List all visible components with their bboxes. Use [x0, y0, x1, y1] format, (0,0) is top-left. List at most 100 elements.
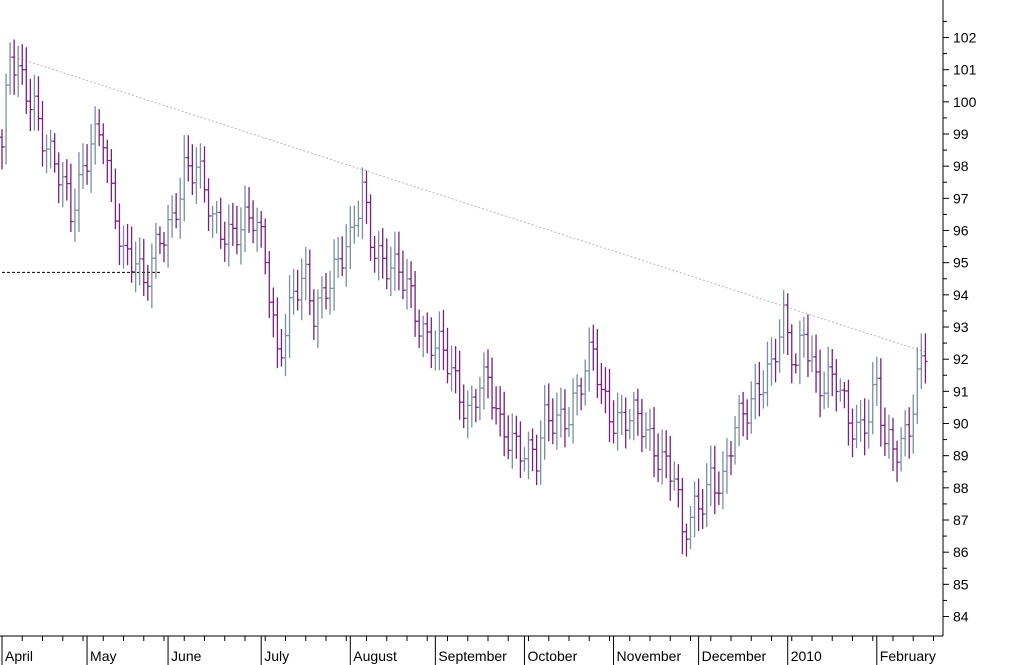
y-tick-label: 93 — [953, 319, 969, 335]
ohlc-bar — [891, 417, 895, 472]
x-tick-label: July — [264, 648, 289, 664]
ohlc-bar — [607, 368, 612, 443]
ohlc-bar — [895, 440, 900, 482]
ohlc-bar — [20, 44, 25, 85]
x-tick-label: April — [5, 648, 33, 664]
ohlc-bar — [109, 149, 114, 203]
ohlc-bar — [652, 407, 657, 478]
price-bars — [0, 39, 928, 557]
ohlc-bar — [409, 261, 414, 309]
ohlc-bar — [781, 290, 786, 354]
ohlc-bar — [862, 398, 867, 456]
ohlc-bar — [417, 309, 422, 349]
ohlc-bar — [303, 246, 308, 301]
ohlc-bar — [4, 73, 9, 165]
ohlc-bar — [234, 205, 239, 255]
ohlc-bar — [259, 210, 264, 248]
x-tick-label: June — [171, 648, 202, 664]
ohlc-bar — [635, 388, 640, 436]
ohlc-bar — [583, 359, 588, 406]
ohlc-bar — [348, 205, 353, 269]
ohlc-bar — [842, 381, 847, 409]
ohlc-bar — [789, 324, 794, 384]
ohlc-bar — [182, 135, 187, 222]
ohlc-bar — [558, 387, 563, 438]
x-axis-ticks: April May June July August September October No… — [1, 636, 936, 665]
ohlc-bar — [340, 236, 345, 277]
x-tick-label: August — [353, 648, 397, 664]
y-tick-label: 84 — [953, 609, 969, 625]
ohlc-bar — [623, 397, 628, 449]
ohlc-bar — [64, 159, 69, 201]
ohlc-bar — [716, 471, 721, 506]
ohlc-bar — [170, 195, 175, 238]
ohlc-bar — [145, 264, 150, 301]
ohlc-bar — [101, 123, 106, 165]
ohlc-bar — [729, 440, 733, 476]
ohlc-bar — [251, 200, 256, 244]
x-tick-label: February — [880, 648, 936, 664]
ohlc-bar — [287, 275, 292, 358]
ohlc-bar — [364, 170, 369, 225]
ohlc-bar — [911, 394, 916, 454]
ohlc-bar — [878, 358, 883, 447]
ohlc-bar — [631, 391, 636, 441]
ohlc-bar — [319, 276, 324, 319]
ohlc-bar — [24, 47, 29, 114]
y-tick-label: 88 — [953, 480, 969, 496]
ohlc-bar — [352, 205, 357, 244]
ohlc-bar — [741, 391, 746, 437]
ohlc-bar — [129, 226, 134, 283]
axes: 84 85 86 87 88 89 90 91 92 93 94 95 96 97 98 99 100 101 10… — [0, 0, 977, 665]
ohlc-bar — [660, 429, 665, 485]
ohlc-bar — [97, 109, 102, 147]
ohlc-bar — [194, 147, 199, 204]
ohlc-bar — [684, 523, 689, 557]
ohlc-bar — [672, 461, 677, 491]
ohlc-bar — [299, 258, 304, 321]
ohlc-bar — [643, 412, 648, 449]
ohlc-bar — [785, 293, 790, 356]
ohlc-bar — [396, 231, 401, 291]
ohlc-bar — [461, 384, 466, 429]
ohlc-bar — [16, 45, 21, 98]
ohlc-bar — [801, 316, 806, 358]
x-tick-label: 2010 — [791, 648, 822, 664]
ohlc-bar — [275, 297, 280, 369]
x-tick-label: September — [438, 648, 507, 664]
y-tick-label: 90 — [953, 416, 969, 432]
ohlc-bar — [157, 226, 162, 254]
ohlc-bar — [522, 447, 527, 472]
ohlc-bar — [822, 371, 827, 410]
ohlc-bar — [534, 434, 539, 486]
ohlc-bar — [295, 269, 300, 311]
ohlc-bar — [162, 232, 166, 263]
ohlc-bar — [392, 231, 397, 291]
ohlc-bar — [206, 178, 211, 232]
ohlc-bar — [0, 129, 4, 170]
ohlc-bar — [619, 394, 624, 436]
ohlc-bar — [230, 202, 235, 246]
ohlc-bar — [372, 235, 377, 273]
ohlc-bar — [826, 346, 831, 408]
ohlc-bar — [247, 187, 252, 233]
ohlc-bar — [765, 341, 770, 407]
ohlc-bar — [688, 505, 693, 550]
annotation-layer — [2, 56, 928, 354]
ohlc-bar — [271, 287, 276, 338]
ohlc-bar — [76, 152, 81, 233]
ohlc-bar — [830, 349, 835, 397]
ohlc-bar — [753, 363, 758, 420]
ohlc-bar — [886, 414, 891, 459]
ohlc-bar — [437, 311, 442, 371]
ohlc-bar — [494, 386, 499, 425]
ohlc-bar — [121, 225, 126, 269]
ohlc-bar — [603, 367, 608, 414]
ohlc-bar — [530, 428, 535, 472]
ohlc-bar — [283, 313, 288, 377]
ohlc-bar — [149, 243, 154, 309]
ohlc-bar — [834, 359, 839, 412]
ohlc-bar — [858, 400, 863, 442]
ohlc-bar — [818, 349, 823, 418]
